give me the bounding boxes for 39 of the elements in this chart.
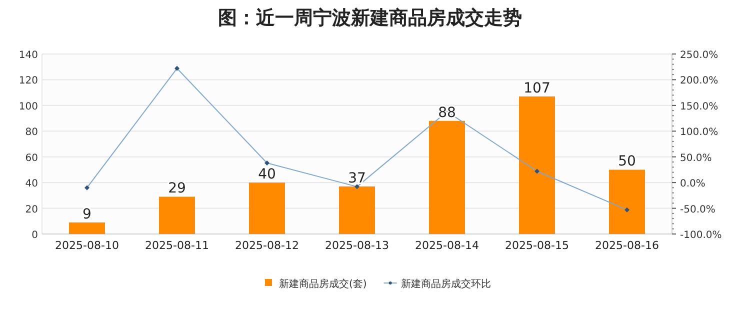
data-label: 107 xyxy=(524,80,550,96)
y-tick-label: 40 xyxy=(25,178,38,190)
y2-tick-label: 250.0% xyxy=(680,50,718,61)
bar xyxy=(69,222,105,234)
bar xyxy=(609,170,645,234)
data-label: 9 xyxy=(82,206,92,222)
y-tick-label: 60 xyxy=(25,152,38,164)
x-tick-label: 2025-08-16 xyxy=(595,239,659,252)
x-tick-label: 2025-08-14 xyxy=(415,239,479,252)
data-label: 50 xyxy=(618,154,636,170)
y2-tick-label: 50.0% xyxy=(680,152,712,164)
y2-tick-label: 150.0% xyxy=(680,101,718,112)
data-label: 40 xyxy=(258,166,276,183)
x-tick-label: 2025-08-12 xyxy=(235,239,299,252)
y-tick-label: 80 xyxy=(25,127,38,138)
bar xyxy=(429,120,465,234)
bar xyxy=(519,96,555,234)
x-tick-label: 2025-08-15 xyxy=(505,239,569,252)
x-tick-label: 2025-08-10 xyxy=(55,239,119,252)
x-tick-label: 2025-08-11 xyxy=(145,239,209,252)
y2-tick-label: 100.0% xyxy=(680,127,718,138)
data-label: 37 xyxy=(348,170,366,186)
y-tick-label: 100 xyxy=(18,101,38,112)
chart-title: 图：近一周宁波新建商品房成交走势 xyxy=(218,7,522,29)
y-tick-label: 120 xyxy=(18,76,38,87)
y2-tick-label: 200.0% xyxy=(680,76,718,87)
y-tick-label: 20 xyxy=(25,204,38,216)
y2-tick-label: -100.0% xyxy=(680,230,722,241)
y2-tick-label: -50.0% xyxy=(680,204,716,216)
x-tick-label: 2025-08-13 xyxy=(325,239,389,252)
data-label: 29 xyxy=(168,180,186,197)
y2-tick-label: 0.0% xyxy=(680,178,706,190)
legend-label: 新建商品房成交(套) xyxy=(279,278,367,290)
y-tick-label: 0 xyxy=(32,230,38,241)
bar xyxy=(339,186,375,234)
legend-label: 新建商品房成交环比 xyxy=(400,278,491,290)
y-tick-label: 140 xyxy=(18,50,38,61)
bar xyxy=(249,182,285,234)
bar xyxy=(159,196,195,234)
